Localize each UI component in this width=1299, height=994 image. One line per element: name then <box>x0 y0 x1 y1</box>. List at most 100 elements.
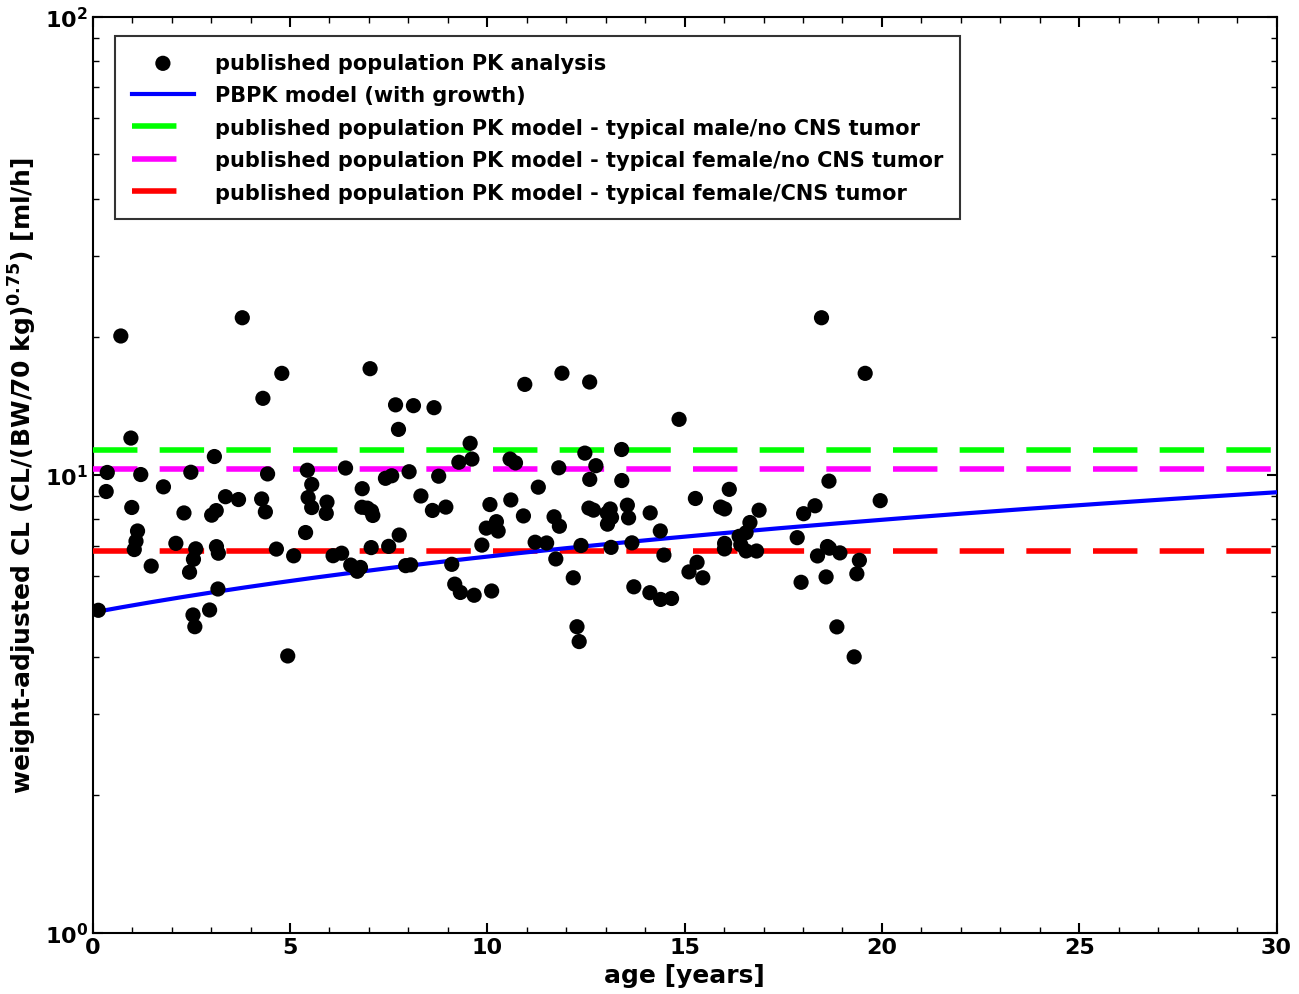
published population PK analysis <box>546 552 566 568</box>
published population PK analysis <box>295 525 316 541</box>
PBPK model (with growth) <box>1055 501 1070 513</box>
published population PK analysis <box>687 555 708 571</box>
published population PK analysis <box>826 619 847 635</box>
published population PK analysis <box>653 548 674 564</box>
published population PK analysis <box>578 501 599 517</box>
published population PK analysis <box>601 510 622 526</box>
published population PK analysis <box>174 506 195 522</box>
Line: PBPK model (with growth): PBPK model (with growth) <box>92 493 1277 613</box>
published population PK analysis <box>183 552 204 568</box>
published population PK analysis <box>818 474 839 490</box>
published population PK analysis <box>205 503 226 519</box>
published population PK analysis <box>844 649 865 665</box>
published population PK analysis <box>110 329 131 345</box>
published population PK analysis <box>461 451 482 467</box>
published population PK analysis <box>199 602 220 618</box>
published population PK analysis <box>739 515 760 531</box>
published population PK analysis <box>271 366 292 382</box>
published population PK analysis <box>386 398 407 414</box>
published population PK analysis <box>729 529 750 545</box>
PBPK model (with growth) <box>1241 489 1256 501</box>
published population PK analysis <box>678 565 699 580</box>
published population PK analysis <box>811 310 831 326</box>
published population PK analysis <box>527 480 548 496</box>
published population PK analysis <box>208 546 229 562</box>
PBPK model (with growth) <box>84 607 100 619</box>
published population PK analysis <box>714 536 735 552</box>
published population PK analysis <box>208 581 229 597</box>
published population PK analysis <box>487 524 508 540</box>
published population PK analysis <box>395 558 416 574</box>
published population PK analysis <box>410 488 431 504</box>
published population PK analysis <box>121 500 142 516</box>
published population PK analysis <box>130 467 151 483</box>
published population PK analysis <box>266 542 287 558</box>
published population PK analysis <box>569 634 590 650</box>
published population PK analysis <box>505 455 526 471</box>
published population PK analysis <box>352 500 373 516</box>
published population PK analysis <box>403 399 423 414</box>
published population PK analysis <box>586 458 607 474</box>
published population PK analysis <box>600 502 621 518</box>
published population PK analysis <box>362 508 383 524</box>
published population PK analysis <box>794 506 814 522</box>
published population PK analysis <box>207 539 227 555</box>
published population PK analysis <box>598 517 618 533</box>
published population PK analysis <box>388 528 409 544</box>
published population PK analysis <box>216 489 236 505</box>
published population PK analysis <box>123 542 144 558</box>
published population PK analysis <box>692 571 713 586</box>
published population PK analysis <box>429 469 449 485</box>
PBPK model (with growth) <box>655 533 670 545</box>
published population PK analysis <box>817 539 838 555</box>
published population PK analysis <box>481 583 501 599</box>
published population PK analysis <box>382 468 403 484</box>
published population PK analysis <box>583 503 604 519</box>
published population PK analysis <box>181 465 201 481</box>
published population PK analysis <box>621 536 642 552</box>
published population PK analysis <box>870 493 891 509</box>
published population PK analysis <box>536 536 557 552</box>
published population PK analysis <box>252 391 273 407</box>
published population PK analysis <box>855 366 876 382</box>
published population PK analysis <box>233 310 253 326</box>
published population PK analysis <box>448 455 469 471</box>
published population PK analysis <box>748 503 769 519</box>
published population PK analysis <box>257 466 278 482</box>
published population PK analysis <box>820 541 840 557</box>
published population PK analysis <box>612 442 633 458</box>
published population PK analysis <box>544 509 565 525</box>
published population PK analysis <box>301 477 322 493</box>
published population PK analysis <box>475 521 496 537</box>
PBPK model (with growth) <box>647 534 662 546</box>
published population PK analysis <box>618 510 639 526</box>
published population PK analysis <box>399 464 420 480</box>
published population PK analysis <box>88 602 109 618</box>
published population PK analysis <box>847 567 868 582</box>
published population PK analysis <box>316 506 336 522</box>
published population PK analysis <box>283 549 304 565</box>
Legend: published population PK analysis, PBPK model (with growth), published population: published population PK analysis, PBPK m… <box>116 37 960 221</box>
published population PK analysis <box>126 534 147 550</box>
published population PK analysis <box>229 492 249 508</box>
published population PK analysis <box>479 497 500 513</box>
published population PK analysis <box>184 619 205 635</box>
published population PK analysis <box>352 481 373 497</box>
published population PK analysis <box>423 401 444 416</box>
published population PK analysis <box>361 504 382 520</box>
published population PK analysis <box>730 537 751 553</box>
published population PK analysis <box>444 577 465 592</box>
published population PK analysis <box>552 366 573 382</box>
published population PK analysis <box>574 445 595 461</box>
published population PK analysis <box>375 471 396 487</box>
published population PK analysis <box>566 619 587 635</box>
published population PK analysis <box>650 524 670 540</box>
published population PK analysis <box>570 538 591 554</box>
published population PK analysis <box>617 498 638 514</box>
published population PK analysis <box>600 540 621 556</box>
published population PK analysis <box>525 535 546 551</box>
published population PK analysis <box>807 549 827 565</box>
published population PK analysis <box>830 546 851 562</box>
published population PK analysis <box>127 524 148 540</box>
published population PK analysis <box>400 558 421 574</box>
